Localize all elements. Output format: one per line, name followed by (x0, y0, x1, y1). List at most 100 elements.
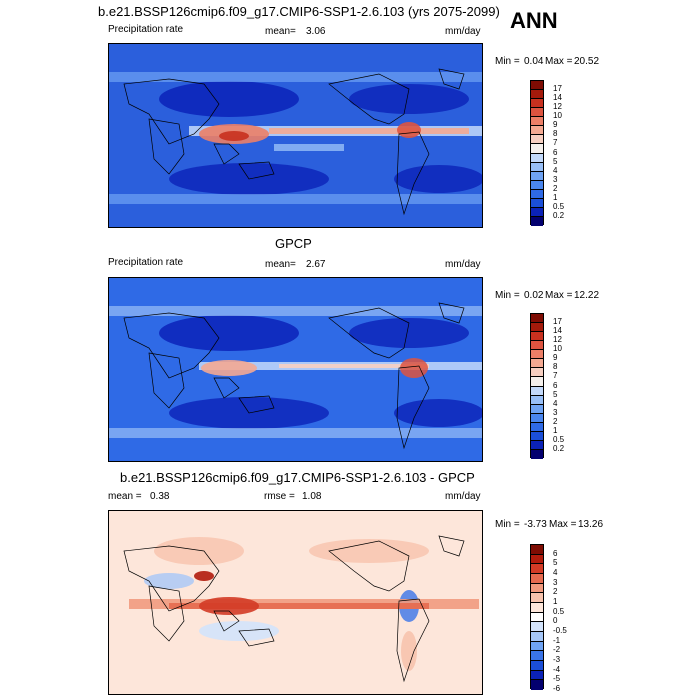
colorbar-tick-label: 9 (553, 120, 558, 130)
colorbar-tick-label: 17 (553, 317, 562, 327)
panel1-mean-label: mean= (265, 26, 296, 37)
panel3-max-value: 13.26 (578, 519, 604, 530)
panel2-max-label: Max = (545, 290, 573, 301)
colorbar-tick-label: -2 (553, 645, 561, 655)
panel3-map (108, 510, 483, 695)
panel1-units: mm/day (445, 26, 481, 37)
colorbar-segment (531, 641, 543, 652)
colorbar-tick-label: 1 (553, 192, 558, 202)
colorbar-segment (531, 108, 543, 118)
panel1-variable-label: Precipitation rate (108, 24, 184, 35)
panel2-mean-label: mean= (265, 259, 296, 270)
colorbar-tick-label: 5 (553, 156, 558, 166)
colorbar-tick-label: 0.2 (553, 443, 565, 453)
colorbar-tick-label: 6 (553, 147, 558, 157)
colorbar-tick-label: 0.5 (553, 434, 565, 444)
colorbar-segment (531, 422, 543, 432)
colorbar-tick-label: -0.5 (553, 626, 567, 635)
colorbar-tick-label: -1 (553, 635, 561, 645)
colorbar-tick-label: 1 (553, 425, 558, 435)
colorbar-tick-label: -5 (553, 674, 561, 684)
colorbar-segment (531, 81, 543, 91)
colorbar-segment (531, 189, 543, 199)
colorbar-segment (531, 602, 543, 613)
panel2-max-value: 12.22 (574, 290, 600, 301)
colorbar-segment (531, 90, 543, 100)
colorbar-segment (531, 651, 543, 661)
colorbar-segment (531, 162, 543, 172)
panel2-title: GPCP (275, 236, 312, 251)
panel1-map (108, 43, 483, 228)
colorbar-segment (531, 545, 543, 555)
colorbar-tick-label: 10 (553, 344, 562, 354)
colorbar-segment (531, 216, 543, 226)
colorbar-segment (531, 198, 543, 208)
panel3-mean-value: 0.38 (150, 491, 170, 502)
panel3-min-value: -3.73 (524, 519, 547, 530)
colorbar-segment (531, 431, 543, 441)
panel2-units: mm/day (445, 259, 481, 270)
colorbar-tick-label: 1 (553, 597, 558, 606)
colorbar-tick-label: 17 (553, 84, 562, 94)
colorbar-tick-label: 3 (553, 577, 558, 587)
colorbar-tick-label: 4 (553, 165, 558, 175)
colorbar-tick-label: 9 (553, 353, 558, 363)
colorbar-tick-label: 12 (553, 335, 562, 345)
colorbar-segment (531, 153, 543, 163)
colorbar-segment (531, 144, 543, 154)
colorbar-segment (531, 449, 543, 459)
colorbar-tick-label: 0 (553, 616, 558, 626)
colorbar-tick-label: -3 (553, 655, 561, 664)
colorbar-tick-label: 12 (553, 102, 562, 112)
panel2-min-label: Min = (495, 290, 520, 301)
colorbar-segment (531, 564, 543, 574)
panel2-mean-value: 2.67 (306, 259, 326, 270)
panel2-map-svg (109, 278, 482, 461)
colorbar-tick-label: 7 (553, 138, 558, 148)
colorbar-segment (531, 171, 543, 181)
colorbar-tick-label: 6 (553, 380, 558, 390)
colorbar-segment (531, 207, 543, 217)
colorbar-segment (531, 386, 543, 396)
colorbar-segment (531, 341, 543, 351)
panel1-min-value: 0.04 (524, 56, 544, 67)
panel1-max-value: 20.52 (574, 56, 600, 67)
panel2-map (108, 277, 483, 462)
colorbar-segment (531, 612, 543, 623)
colorbar-tick-label: 3 (553, 174, 558, 184)
colorbar-tick-label: 2 (553, 587, 558, 597)
colorbar-tick-label: 14 (553, 93, 562, 103)
colorbar-tick-label: -6 (553, 684, 561, 693)
panel3-max-label: Max = (549, 519, 577, 530)
panel3-min-label: Min = (495, 519, 520, 530)
colorbar-tick-label: 4 (553, 398, 558, 408)
colorbar-segment (531, 377, 543, 387)
colorbar-segment (531, 180, 543, 190)
colorbar-segment (531, 631, 543, 642)
colorbar-tick-label: 14 (553, 326, 562, 336)
colorbar-tick-label: 2 (553, 183, 558, 193)
panel1-map-svg (109, 44, 482, 227)
panel2-colorbar (530, 313, 544, 459)
panel3-mean-label: mean = (108, 491, 142, 502)
season-label: ANN (510, 8, 558, 33)
colorbar-tick-label: 10 (553, 111, 562, 121)
colorbar-segment (531, 135, 543, 145)
colorbar-segment (531, 622, 543, 632)
colorbar-tick-label: 5 (553, 389, 558, 399)
colorbar-segment (531, 368, 543, 378)
colorbar-tick-label: 0.2 (553, 210, 565, 220)
colorbar-segment (531, 573, 543, 584)
colorbar-segment (531, 126, 543, 136)
colorbar-segment (531, 99, 543, 109)
panel3-map-svg (109, 511, 482, 694)
colorbar-segment (531, 670, 543, 681)
panel2-variable-label: Precipitation rate (108, 257, 184, 268)
panel3-colorbar (530, 544, 544, 690)
panel3-title: b.e21.BSSP126cmip6.f09_g17.CMIP6-SSP1-2.… (120, 470, 475, 485)
colorbar-tick-label: 0.5 (553, 606, 565, 616)
colorbar-tick-label: 7 (553, 371, 558, 381)
panel2-min-value: 0.02 (524, 290, 544, 301)
colorbar-tick-label: -4 (553, 664, 561, 674)
colorbar-tick-label: 3 (553, 407, 558, 417)
